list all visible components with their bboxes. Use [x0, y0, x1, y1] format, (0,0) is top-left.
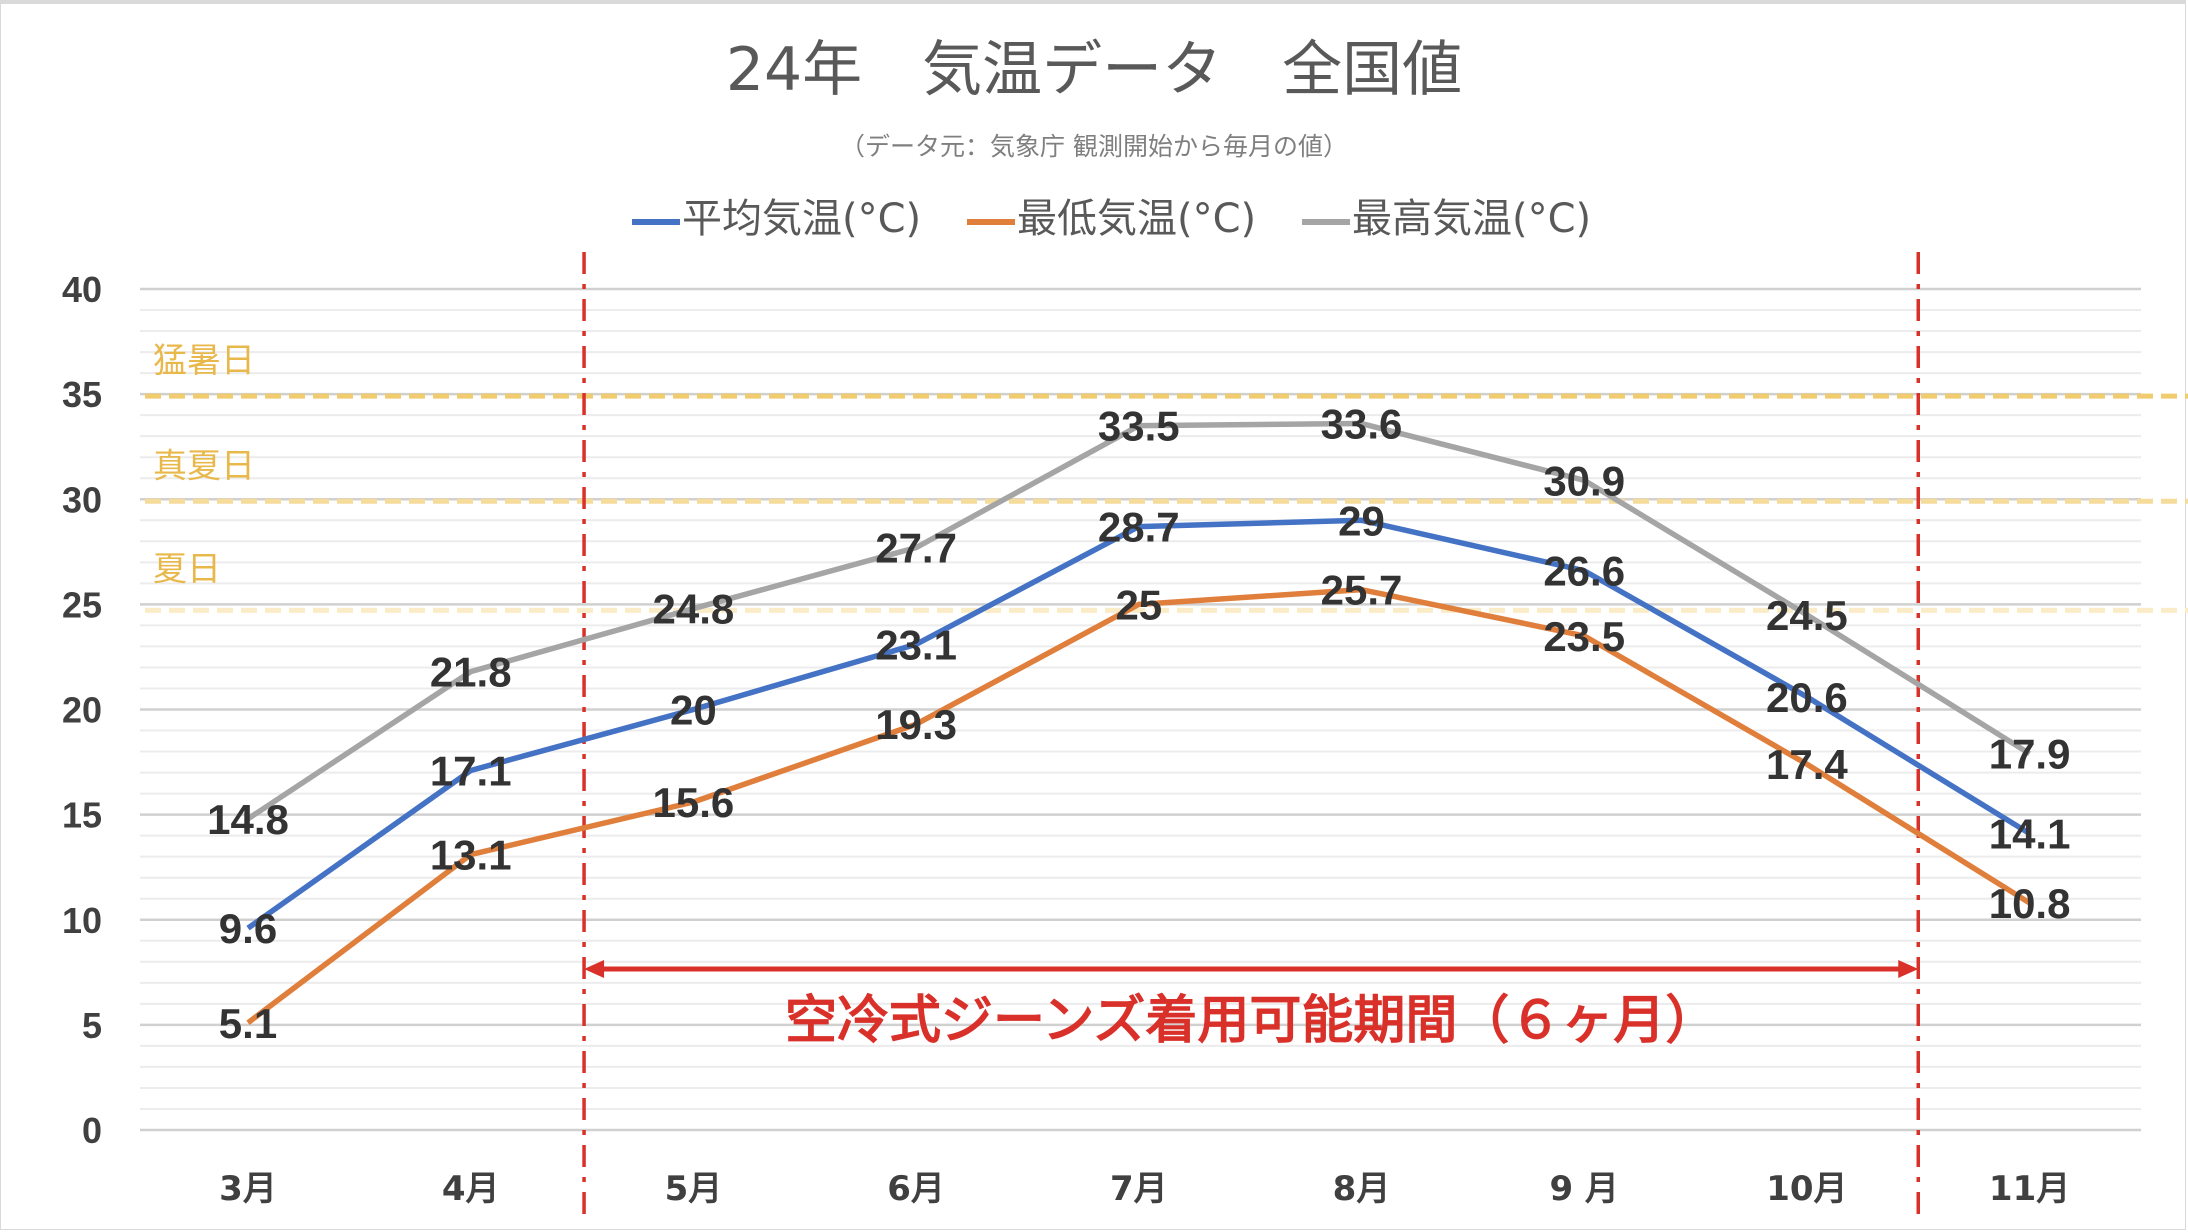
- chart-subtitle: （データ元：気象庁 観測開始から毎月の値）: [840, 132, 1348, 161]
- data-label: 17.1: [430, 747, 512, 794]
- data-label: 9.6: [219, 905, 277, 952]
- period-annotation: 空冷式ジーンズ着用可能期間（６ヶ月）: [582, 252, 1920, 1216]
- data-label: 14.1: [1989, 811, 2071, 858]
- data-label: 24.8: [653, 586, 735, 633]
- data-label: 33.5: [1098, 403, 1180, 450]
- x-tick-label: 11月: [1989, 1169, 2070, 1209]
- threshold-label: 猛暑日: [153, 341, 255, 381]
- data-label: 20: [670, 687, 717, 734]
- data-label: 23.1: [875, 621, 957, 668]
- x-tick-label: 9 月: [1549, 1169, 1619, 1209]
- x-tick-label: 10月: [1766, 1169, 1847, 1209]
- data-label: 20.6: [1766, 674, 1848, 721]
- legend-label: 最低気温(°C): [1017, 196, 1256, 242]
- y-axis: 0 5 10 15 20 25 30 35 40: [62, 269, 102, 1151]
- x-tick-label: 5月: [665, 1169, 723, 1209]
- data-label: 21.8: [430, 649, 512, 696]
- threshold-label: 真夏日: [153, 446, 255, 486]
- y-tick-label: 35: [62, 374, 102, 415]
- data-label: 27.7: [875, 525, 957, 572]
- data-label: 17.4: [1766, 741, 1848, 788]
- threshold-label: 夏日: [153, 549, 221, 589]
- y-tick-label: 40: [62, 269, 102, 310]
- data-label: 26.6: [1543, 548, 1625, 595]
- data-label: 33.6: [1321, 401, 1403, 448]
- x-tick-label: 7月: [1110, 1169, 1168, 1209]
- data-label: 19.3: [875, 701, 957, 748]
- x-tick-label: 8月: [1333, 1169, 1391, 1209]
- y-tick-label: 15: [62, 795, 102, 836]
- x-tick-label: 6月: [887, 1169, 945, 1209]
- data-label: 28.7: [1098, 504, 1180, 551]
- arrow-right-head: [1898, 960, 1919, 978]
- series-line-0: [246, 517, 2032, 931]
- y-tick-label: 20: [62, 690, 102, 731]
- x-tick-label: 4月: [442, 1169, 500, 1209]
- data-label: 25.7: [1321, 567, 1403, 614]
- x-axis: 3月 4月 5月 6月 7月 8月 9 月 10月 11月: [219, 1169, 2070, 1209]
- data-label: 17.9: [1989, 731, 2071, 778]
- x-tick-label: 3月: [219, 1169, 277, 1209]
- series-line-2: [246, 420, 2032, 822]
- y-tick-label: 5: [82, 1005, 102, 1046]
- data-label: 23.5: [1543, 613, 1625, 660]
- data-label: 10.8: [1989, 880, 2071, 927]
- legend-label: 最高気温(°C): [1352, 196, 1591, 242]
- chart-title: 24年 気温データ 全国値: [726, 35, 1462, 105]
- series-lines: [246, 420, 2032, 1025]
- y-tick-label: 30: [62, 479, 102, 520]
- data-labels: 9.6 17.1 20 23.1 28.7 29 26.6 20.6 14.1 5.1 13.1 15…: [207, 401, 2070, 1047]
- data-label: 30.9: [1543, 457, 1625, 504]
- series-line-1: [246, 586, 2032, 1025]
- gridlines: [140, 287, 2141, 1132]
- y-tick-label: 10: [62, 900, 102, 941]
- arrow-left-head: [584, 960, 605, 978]
- data-label: 13.1: [430, 832, 512, 879]
- data-label: 14.8: [207, 796, 289, 843]
- legend: 平均気温(°C) 最低気温(°C) 最高気温(°C): [632, 196, 1591, 242]
- period-label: 空冷式ジーンズ着用可能期間（６ヶ月）: [785, 991, 1717, 1051]
- data-label: 24.5: [1766, 592, 1848, 639]
- legend-label: 平均気温(°C): [682, 196, 921, 242]
- data-label: 5.1: [219, 1000, 277, 1047]
- data-label: 15.6: [653, 779, 735, 826]
- y-tick-label: 0: [82, 1110, 102, 1151]
- data-label: 25: [1115, 581, 1162, 628]
- y-tick-label: 25: [62, 584, 102, 625]
- data-label: 29: [1338, 497, 1385, 544]
